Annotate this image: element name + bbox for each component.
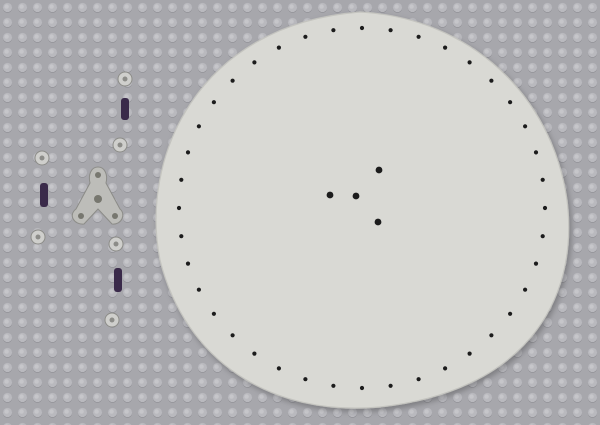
perimeter-hole bbox=[179, 234, 184, 239]
perimeter-hole bbox=[196, 287, 201, 292]
bushing bbox=[117, 71, 133, 87]
bushing bbox=[104, 312, 120, 328]
perimeter-hole bbox=[443, 45, 448, 50]
perimeter-hole bbox=[533, 261, 539, 266]
perimeter-hole bbox=[508, 100, 513, 105]
perimeter-hole bbox=[533, 150, 539, 155]
perimeter-hole bbox=[331, 28, 336, 33]
perimeter-hole bbox=[508, 311, 513, 316]
perimeter-hole bbox=[176, 205, 182, 211]
bushing bbox=[108, 236, 124, 252]
perimeter-hole bbox=[540, 234, 545, 239]
perimeter-hole bbox=[276, 45, 281, 50]
center-holes bbox=[326, 166, 383, 226]
center-hole bbox=[326, 191, 334, 199]
center-hole bbox=[374, 218, 382, 226]
perimeter-hole bbox=[230, 333, 235, 338]
perimeter-hole bbox=[489, 78, 494, 83]
perimeter-hole bbox=[467, 351, 472, 356]
perimeter-hole bbox=[196, 124, 201, 129]
perimeter-hole bbox=[523, 287, 528, 292]
bushing bbox=[112, 137, 128, 153]
perimeter-hole bbox=[467, 60, 472, 65]
perimeter-hole bbox=[443, 366, 448, 371]
cardboard-disc bbox=[155, 11, 570, 409]
lego-technic-parts bbox=[30, 71, 133, 328]
perimeter-hole bbox=[211, 311, 216, 316]
perimeter-hole bbox=[303, 34, 308, 39]
perimeter-hole bbox=[230, 78, 235, 83]
perimeter-hole bbox=[276, 366, 281, 371]
perimeter-hole bbox=[303, 377, 308, 382]
technic-pin bbox=[121, 98, 129, 120]
perimeter-hole bbox=[489, 333, 494, 338]
perimeter-hole bbox=[523, 124, 528, 129]
perimeter-hole bbox=[185, 261, 191, 266]
perimeter-holes bbox=[176, 25, 548, 391]
perimeter-hole bbox=[185, 150, 191, 155]
perimeter-hole bbox=[388, 28, 393, 33]
perimeter-hole bbox=[540, 177, 545, 182]
perimeter-hole bbox=[416, 377, 421, 382]
perimeter-hole bbox=[359, 25, 365, 31]
bushing bbox=[34, 150, 50, 166]
perimeter-hole bbox=[252, 60, 257, 65]
perimeter-hole bbox=[331, 383, 336, 388]
perimeter-hole bbox=[179, 177, 184, 182]
tri-connector bbox=[71, 166, 124, 225]
perimeter-hole bbox=[211, 100, 216, 105]
technic-pin bbox=[40, 183, 48, 207]
perimeter-hole bbox=[388, 383, 393, 388]
technic-pin bbox=[114, 268, 122, 292]
bushing bbox=[30, 229, 46, 245]
perimeter-hole bbox=[542, 205, 548, 211]
center-hole bbox=[375, 166, 383, 174]
perimeter-hole bbox=[252, 351, 257, 356]
perimeter-hole bbox=[416, 34, 421, 39]
center-hole bbox=[352, 192, 360, 200]
perimeter-hole bbox=[359, 385, 365, 391]
